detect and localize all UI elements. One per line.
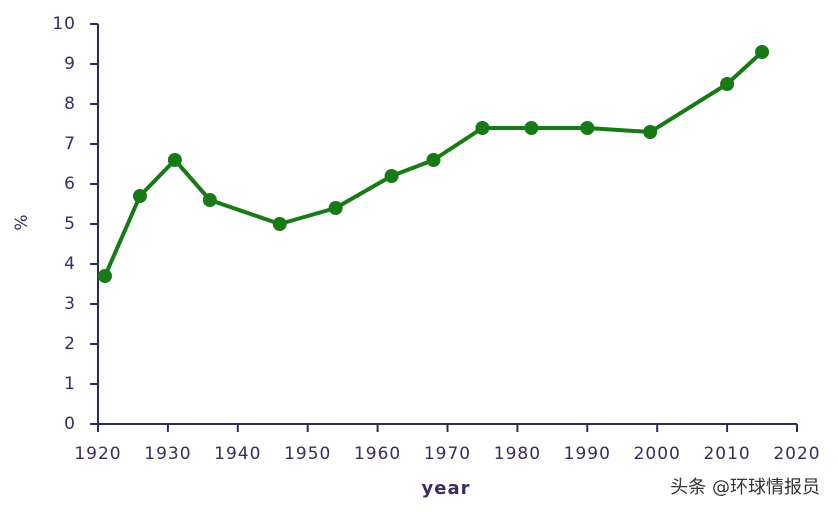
watermark: 头条 @环球情报员	[670, 477, 820, 498]
data-point	[328, 201, 343, 215]
data-point	[475, 121, 490, 135]
data-point	[384, 169, 399, 183]
data-point	[202, 193, 217, 207]
data-point	[426, 153, 441, 167]
y-tick-label: 3	[64, 294, 76, 314]
y-tick-label: 6	[64, 174, 76, 194]
x-axis-label: year	[422, 478, 471, 499]
x-tick-label: 1930	[144, 444, 191, 464]
data-point	[132, 189, 147, 203]
x-tick-label: 1990	[564, 444, 611, 464]
data-line	[103, 50, 764, 277]
data-point	[643, 125, 658, 139]
y-tick-label: 4	[64, 254, 76, 274]
y-tick-label: 0	[64, 414, 76, 434]
data-point	[97, 269, 112, 283]
data-point	[272, 217, 287, 231]
x-tick-label: 2010	[703, 444, 750, 464]
x-tick-label: 1980	[494, 444, 541, 464]
data-point	[167, 153, 182, 167]
y-tick-label: 1	[64, 374, 76, 394]
x-tick-label: 2000	[634, 444, 681, 464]
y-tick-label: 10	[52, 14, 76, 34]
x-tick-label: 1940	[214, 444, 261, 464]
x-tick-label: 1920	[74, 444, 121, 464]
y-tick-label: 8	[64, 94, 76, 114]
x-tick-label: 1970	[424, 444, 471, 464]
x-tick-label: 1950	[284, 444, 331, 464]
x-tick-label: 1960	[354, 444, 401, 464]
data-point	[720, 77, 735, 91]
y-tick-label: 7	[64, 134, 76, 154]
data-point	[524, 121, 539, 135]
y-tick-label: 9	[64, 54, 76, 74]
y-tick-label: 5	[64, 214, 76, 234]
data-point	[580, 121, 595, 135]
data-point	[755, 45, 770, 59]
y-axis-label: %	[12, 213, 32, 230]
y-tick-label: 2	[64, 334, 76, 354]
x-tick-label: 2020	[773, 444, 820, 464]
